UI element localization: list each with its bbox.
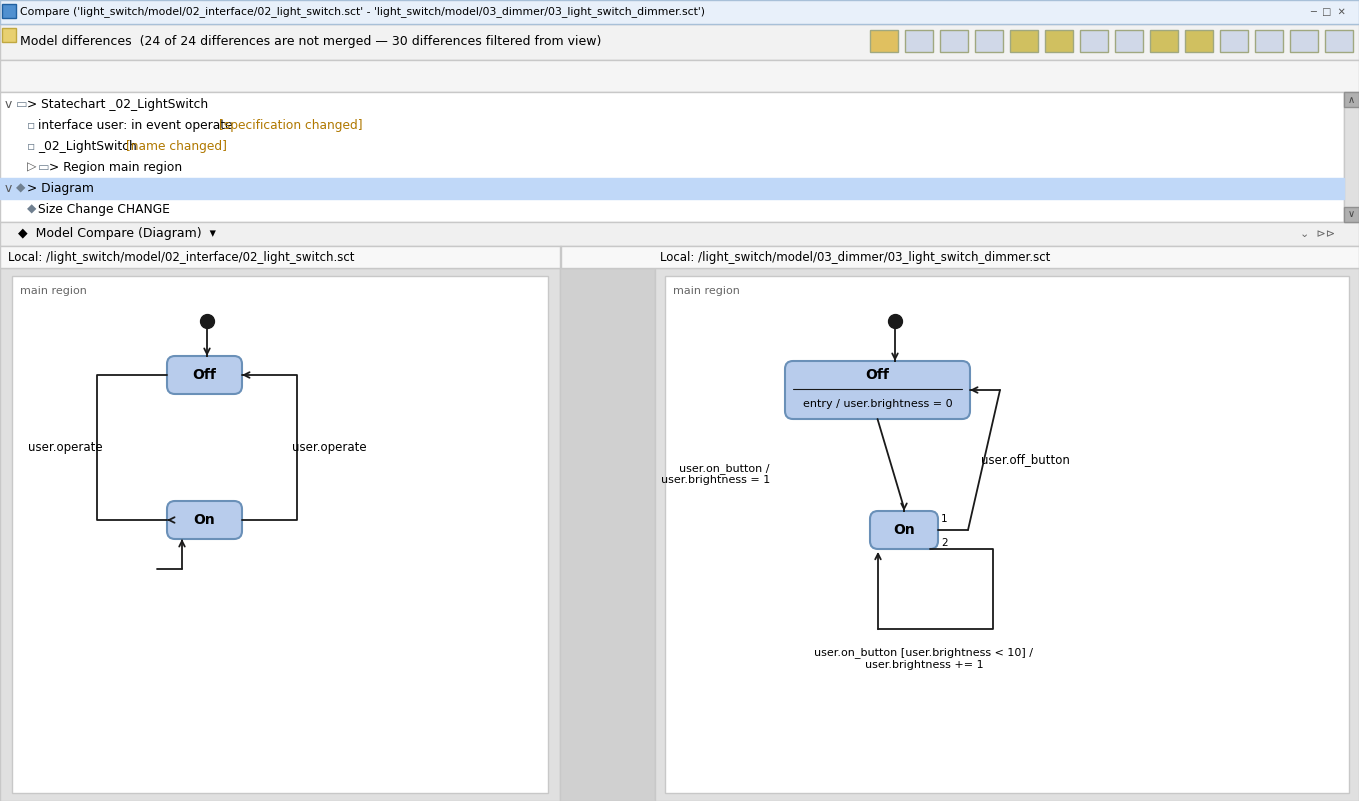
Text: Local: /light_switch/model/02_interface/02_light_switch.sct: Local: /light_switch/model/02_interface/… — [8, 251, 355, 264]
Text: ▫: ▫ — [27, 119, 39, 132]
Bar — [1290, 30, 1318, 52]
Text: [specification changed]: [specification changed] — [220, 119, 363, 132]
FancyBboxPatch shape — [167, 501, 242, 539]
Bar — [1344, 207, 1359, 222]
Text: ▷: ▷ — [27, 161, 41, 174]
Bar — [0, 222, 1359, 246]
Text: v: v — [5, 182, 16, 195]
FancyBboxPatch shape — [167, 356, 242, 394]
FancyBboxPatch shape — [870, 511, 938, 549]
Text: ◆  Model Compare (Diagram)  ▾: ◆ Model Compare (Diagram) ▾ — [18, 227, 216, 240]
Bar — [0, 60, 1359, 92]
Text: user.operate: user.operate — [27, 441, 102, 454]
Text: 2: 2 — [940, 538, 947, 548]
Bar — [1325, 30, 1354, 52]
Bar — [1344, 92, 1359, 107]
Text: ─  □  ✕: ─ □ ✕ — [1310, 7, 1345, 17]
Text: ◆: ◆ — [16, 182, 30, 195]
Text: Model differences  (24 of 24 differences are not merged — 30 differences filtere: Model differences (24 of 24 differences … — [20, 35, 602, 49]
Text: > Diagram: > Diagram — [27, 182, 94, 195]
Text: > Region main region: > Region main region — [49, 161, 182, 174]
Bar — [1080, 30, 1108, 52]
Text: 1: 1 — [940, 514, 947, 524]
Text: [name changed]: [name changed] — [126, 140, 227, 153]
Bar — [655, 268, 1359, 801]
Bar — [0, 24, 1359, 60]
Bar — [560, 268, 655, 801]
Bar — [12, 276, 548, 793]
Bar — [0, 178, 1344, 199]
Text: Size Change CHANGE: Size Change CHANGE — [38, 203, 170, 216]
Bar — [1150, 30, 1178, 52]
FancyBboxPatch shape — [786, 361, 970, 419]
Text: Off: Off — [866, 368, 889, 382]
Bar — [940, 30, 968, 52]
Text: > Statechart _02_LightSwitch: > Statechart _02_LightSwitch — [27, 98, 208, 111]
Text: user.on_button /
user.brightness = 1: user.on_button / user.brightness = 1 — [660, 463, 771, 485]
Bar — [0, 268, 560, 801]
Text: Off: Off — [193, 368, 216, 382]
Bar — [0, 246, 1359, 268]
Bar — [1220, 30, 1248, 52]
Bar — [665, 276, 1349, 793]
Bar — [0, 0, 1359, 24]
Bar — [0, 92, 1344, 222]
Bar — [1344, 92, 1359, 222]
Text: main region: main region — [673, 286, 739, 296]
Text: entry / user.brightness = 0: entry / user.brightness = 0 — [803, 399, 953, 409]
Text: Compare ('light_switch/model/02_interface/02_light_switch.sct' - 'light_switch/m: Compare ('light_switch/model/02_interfac… — [20, 6, 705, 18]
Text: interface user: in event operate: interface user: in event operate — [38, 119, 236, 132]
Text: user.on_button [user.brightness < 10] /
user.brightness += 1: user.on_button [user.brightness < 10] / … — [814, 647, 1033, 670]
Text: ∨: ∨ — [1347, 209, 1355, 219]
Bar — [1045, 30, 1074, 52]
Text: On: On — [193, 513, 215, 527]
Text: ⌄  ⊳⊳: ⌄ ⊳⊳ — [1301, 229, 1335, 239]
Text: user.operate: user.operate — [292, 441, 367, 454]
Text: ▭: ▭ — [38, 161, 53, 174]
Bar — [1114, 30, 1143, 52]
Text: ◆: ◆ — [27, 203, 41, 216]
Text: ▭: ▭ — [16, 98, 31, 111]
Bar — [1, 28, 16, 42]
Text: On: On — [893, 523, 915, 537]
Text: v: v — [5, 98, 16, 111]
Text: _02_LightSwitch: _02_LightSwitch — [38, 140, 140, 153]
Bar — [1010, 30, 1038, 52]
Bar — [870, 30, 898, 52]
Text: main region: main region — [20, 286, 87, 296]
Text: ▫: ▫ — [27, 140, 39, 153]
Bar — [974, 30, 1003, 52]
Bar — [905, 30, 934, 52]
Text: Local: /light_switch/model/03_dimmer/03_light_switch_dimmer.sct: Local: /light_switch/model/03_dimmer/03_… — [660, 251, 1051, 264]
Bar — [1, 4, 16, 18]
Text: user.off_button: user.off_button — [981, 453, 1070, 466]
Text: ∧: ∧ — [1347, 95, 1355, 105]
Bar — [1254, 30, 1283, 52]
Bar — [1185, 30, 1214, 52]
